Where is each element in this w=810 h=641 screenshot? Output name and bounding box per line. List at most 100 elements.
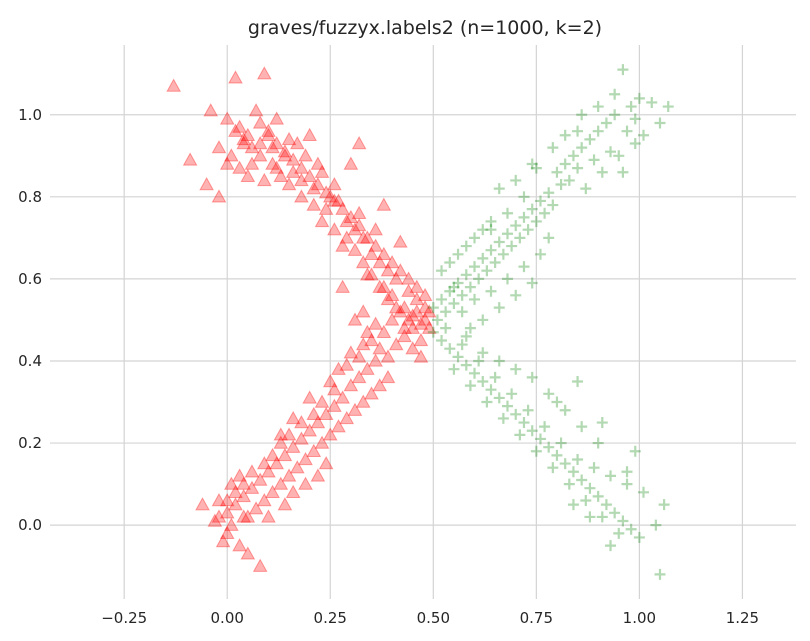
plus-marker	[452, 248, 464, 260]
triangle-marker	[355, 394, 371, 408]
triangle-marker	[360, 361, 375, 375]
plus-marker	[518, 417, 530, 429]
plus-marker	[448, 281, 460, 293]
x-tick-label: 0.25	[314, 609, 347, 627]
triangle-marker	[335, 201, 350, 215]
triangle-marker	[281, 427, 297, 441]
triangle-marker	[388, 300, 404, 314]
plus-marker	[576, 421, 588, 433]
plus-marker	[518, 191, 530, 203]
plus-marker	[510, 289, 522, 301]
plus-marker	[551, 396, 563, 408]
plus-marker	[456, 339, 468, 351]
plus-marker	[530, 162, 542, 174]
triangle-marker	[273, 427, 289, 441]
triangle-marker	[380, 369, 396, 384]
plus-marker	[543, 388, 555, 400]
triangle-marker	[339, 230, 355, 244]
plus-marker	[481, 396, 493, 408]
triangle-marker	[360, 324, 375, 338]
plus-marker	[436, 265, 448, 277]
triangle-marker	[392, 263, 408, 277]
triangle-marker	[294, 431, 309, 445]
plus-marker	[452, 277, 464, 289]
plus-marker	[539, 207, 551, 219]
triangle-marker	[240, 509, 256, 523]
plus-marker	[572, 162, 584, 174]
triangle-marker	[244, 480, 260, 494]
y-tick-label: 0.8	[18, 188, 42, 206]
plus-marker	[588, 154, 600, 166]
triangle-marker	[318, 201, 334, 215]
plus-marker	[506, 388, 518, 400]
triangle-marker	[265, 140, 280, 154]
plus-marker	[534, 433, 546, 445]
plus-marker	[584, 133, 596, 145]
plus-marker	[464, 281, 476, 293]
triangle-marker	[364, 386, 379, 400]
triangle-marker	[388, 271, 404, 285]
triangle-marker	[232, 119, 247, 133]
triangle-marker	[269, 135, 285, 150]
triangle-marker	[285, 484, 301, 499]
plus-marker	[477, 252, 489, 264]
plus-marker	[600, 499, 612, 511]
y-tick-label: 0.6	[18, 270, 42, 288]
plus-marker	[650, 519, 662, 531]
plus-marker	[654, 117, 666, 129]
plus-marker	[534, 195, 546, 207]
plus-marker	[526, 425, 538, 437]
triangle-marker	[388, 337, 404, 351]
grid	[50, 45, 796, 599]
plus-marker	[596, 511, 608, 523]
triangle-marker	[413, 349, 429, 363]
triangle-marker	[339, 213, 355, 228]
triangle-marker	[232, 538, 247, 552]
plus-marker	[572, 453, 584, 465]
plus-marker	[431, 314, 443, 326]
plus-marker	[621, 466, 633, 478]
triangle-marker	[392, 304, 408, 318]
triangle-marker	[273, 476, 289, 490]
triangle-marker	[335, 279, 350, 293]
triangle-marker	[355, 337, 371, 351]
plus-marker	[510, 174, 522, 186]
triangle-marker	[199, 176, 214, 191]
triangle-marker	[409, 279, 425, 293]
plus-marker	[530, 445, 542, 457]
plus-marker	[436, 293, 448, 305]
triangle-marker	[314, 394, 330, 408]
triangle-marker	[417, 300, 433, 314]
triangle-marker	[236, 509, 252, 523]
plus-marker	[576, 109, 588, 121]
triangle-marker	[368, 222, 383, 236]
triangle-marker	[240, 127, 256, 141]
triangle-marker	[384, 312, 400, 326]
triangle-marker	[302, 168, 318, 183]
plus-marker	[658, 499, 670, 511]
triangle-marker	[368, 316, 383, 330]
triangle-marker	[265, 156, 280, 170]
plus-marker	[609, 109, 621, 121]
triangle-marker	[207, 513, 223, 527]
triangle-marker	[351, 205, 367, 219]
triangle-marker	[310, 415, 326, 429]
plus-marker	[489, 371, 501, 383]
plus-marker	[526, 203, 538, 215]
y-tick-label: 0.2	[18, 434, 42, 452]
plus-marker	[638, 486, 650, 498]
triangle-marker	[252, 135, 268, 150]
triangle-marker	[331, 419, 346, 433]
plus-marker	[460, 269, 472, 281]
triangle-marker	[244, 464, 260, 478]
plus-marker	[576, 474, 588, 486]
plus-marker	[543, 187, 555, 199]
plus-marker	[497, 412, 509, 424]
triangle-marker	[244, 140, 260, 154]
triangle-marker	[166, 78, 181, 92]
plus-marker	[427, 326, 439, 338]
triangle-marker	[331, 193, 346, 207]
triangle-marker	[384, 287, 400, 302]
triangle-marker	[248, 103, 264, 117]
triangle-marker	[211, 509, 227, 523]
